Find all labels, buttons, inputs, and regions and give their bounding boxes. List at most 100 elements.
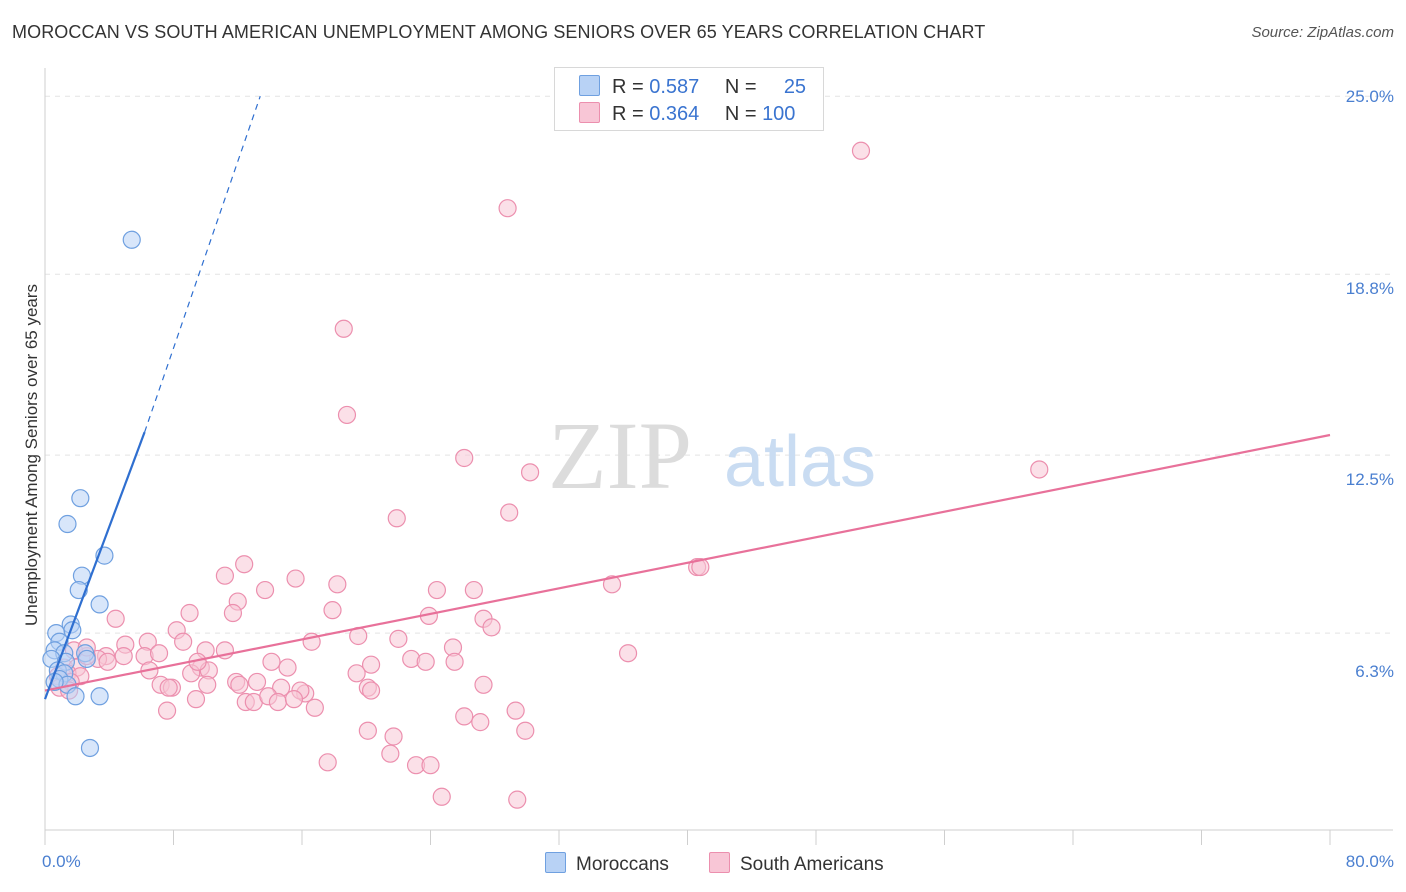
y-tick-12-5: 12.5% <box>1345 470 1394 489</box>
gridlines <box>45 95 1393 634</box>
n-label: N = <box>724 76 757 98</box>
south-americans-legend-swatch <box>709 852 730 873</box>
south-americans-point <box>602 575 622 594</box>
y-axis-label: Unemployment Among Seniors over 65 years <box>22 283 41 627</box>
moroccans-r-value: 0.587 <box>649 76 700 98</box>
south-americans-point <box>157 701 177 720</box>
south-americans-point <box>498 199 517 218</box>
south-americans-point <box>347 664 366 683</box>
south-americans-point <box>455 707 474 726</box>
moroccans-trend-extension <box>144 96 261 433</box>
south-americans-point <box>416 652 435 671</box>
south-americans-point <box>230 675 249 694</box>
south-americans-point <box>180 603 199 623</box>
south-americans-point <box>198 675 217 694</box>
south-americans-r-value: 0.364 <box>649 103 700 125</box>
south-americans-point <box>691 557 710 577</box>
south-americans-point <box>381 744 400 763</box>
south-americans-point <box>384 727 403 746</box>
south-americans-point <box>174 632 193 651</box>
south-americans-point <box>851 141 871 160</box>
moroccans-point <box>77 649 96 669</box>
south-americans-point <box>464 580 483 600</box>
source-label: Source: ZipAtlas.com <box>1251 24 1394 41</box>
south-americans-point <box>427 580 447 600</box>
south-americans-point <box>268 692 288 712</box>
y-tick-6-3: 6.3% <box>1355 662 1394 681</box>
south-americans-point <box>215 566 234 585</box>
south-americans-point <box>223 603 243 623</box>
moroccans-legend-label: Moroccans <box>576 854 669 875</box>
south-americans-point <box>278 658 297 677</box>
legend-row-moroccans: R = 0.587 N = 25 <box>579 75 806 99</box>
south-americans-point <box>421 756 440 775</box>
moroccans-point <box>58 514 77 534</box>
moroccans-point <box>66 687 85 706</box>
watermark-zip: ZIP <box>548 402 692 509</box>
y-tick-25: 25.0% <box>1345 87 1394 106</box>
south-americans-point <box>482 618 501 637</box>
south-americans-point <box>318 753 337 772</box>
y-tick-18-8: 18.8% <box>1345 279 1394 298</box>
south-americans-point <box>520 463 540 482</box>
south-americans-points <box>48 141 1049 809</box>
moroccans-points <box>42 230 141 758</box>
south-americans-point <box>262 652 281 671</box>
south-americans-point <box>186 690 206 709</box>
south-americans-point <box>328 575 347 594</box>
south-americans-legend-label: South Americans <box>740 854 884 875</box>
south-americans-point <box>337 405 357 425</box>
watermark-atlas: atlas <box>724 422 876 502</box>
south-americans-point <box>247 672 267 692</box>
moroccans-n-value: 25 <box>783 76 807 98</box>
south-americans-point <box>445 652 464 671</box>
south-americans-point <box>387 509 406 528</box>
moroccans-legend-swatch <box>545 852 566 873</box>
south-americans-point <box>323 601 342 620</box>
south-americans-point <box>286 569 305 588</box>
south-americans-point <box>516 721 535 740</box>
south-americans-point <box>471 713 490 732</box>
south-americans-point <box>149 644 169 663</box>
chart-title: MOROCCAN VS SOUTH AMERICAN UNEMPLOYMENT … <box>12 22 986 42</box>
r-label: R = <box>612 76 644 98</box>
x-tick-min: 0.0% <box>42 852 81 871</box>
south-americans-point <box>361 681 381 700</box>
moroccans-point <box>90 687 109 706</box>
moroccans-point <box>90 595 109 614</box>
south-americans-swatch <box>579 102 600 123</box>
south-americans-point <box>106 609 125 628</box>
south-americans-point <box>508 790 527 809</box>
moroccans-point <box>80 738 100 758</box>
south-americans-trend-line <box>44 433 1331 692</box>
south-americans-point <box>500 503 519 522</box>
trend-lines <box>43 96 1331 700</box>
south-americans-point <box>455 448 474 468</box>
moroccans-point <box>122 230 141 249</box>
legend-row-south-americans: R = 0.364 N = 100 <box>579 102 806 126</box>
south-americans-point <box>506 701 525 720</box>
moroccans-trend-line <box>43 431 146 700</box>
south-americans-point <box>284 690 304 709</box>
x-tick-max: 80.0% <box>1345 852 1394 871</box>
axes <box>44 68 1393 845</box>
moroccans-swatch <box>579 75 600 96</box>
legend-item-moroccans[interactable]: Moroccans <box>545 852 669 876</box>
south-americans-point <box>474 675 493 694</box>
south-americans-point <box>334 319 353 338</box>
south-americans-point <box>305 698 324 717</box>
moroccans-point <box>71 489 90 508</box>
correlation-legend: R = 0.587 N = 25 R = 0.364 N = 100 <box>554 67 824 131</box>
south-americans-n-value: 100 <box>762 103 796 125</box>
n-label: N = <box>724 103 757 125</box>
south-americans-point <box>255 580 275 600</box>
r-label: R = <box>612 103 644 125</box>
south-americans-point <box>389 629 408 648</box>
south-americans-point <box>98 652 117 671</box>
south-americans-point <box>618 644 638 663</box>
south-americans-point <box>432 787 451 806</box>
legend-item-south-americans[interactable]: South Americans <box>709 852 884 876</box>
watermark: ZIP atlas <box>548 402 876 509</box>
south-americans-point <box>358 721 377 740</box>
